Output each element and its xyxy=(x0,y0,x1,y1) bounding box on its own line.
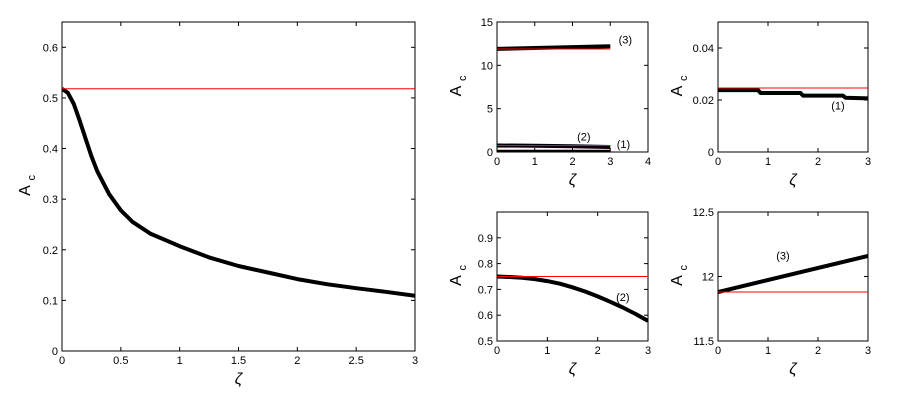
x-tick-label: 0.5 xyxy=(113,355,128,367)
y-tick-label: 0.2 xyxy=(43,245,58,257)
y-tick-label: 12 xyxy=(702,272,714,284)
x-tick-label: 2 xyxy=(595,345,601,357)
data-series-line xyxy=(718,88,868,101)
y-axis-label-subscript: c xyxy=(26,175,38,181)
data-series-line xyxy=(718,253,868,294)
y-axis-label: Ac xyxy=(448,265,469,286)
x-tick-label: 0 xyxy=(494,156,500,168)
chart-panel-1: 0 0.5 1 1.5 2 2.5 3 0 0.1 0.2 0.3 0.4 0.5 0.6 ζ Ac xyxy=(17,21,418,388)
y-axis-label: Ac xyxy=(669,75,690,96)
data-series-line xyxy=(497,44,611,51)
curve-label: (1) xyxy=(617,139,630,151)
x-tick-label: 3 xyxy=(865,345,871,357)
plot-area xyxy=(717,21,869,153)
x-tick-label: 2 xyxy=(294,355,300,367)
x-tick-label: 3 xyxy=(412,355,418,367)
y-tick-label: 5 xyxy=(487,104,493,116)
x-tick-label: 2.5 xyxy=(349,355,364,367)
y-tick-label: 0.4 xyxy=(43,144,58,156)
x-tick-label: 3 xyxy=(645,345,651,357)
x-tick-label: 1 xyxy=(177,355,183,367)
y-axis-label: Ac xyxy=(669,265,690,286)
x-tick-label: 1 xyxy=(532,156,538,168)
chart-panel-3: 0 1 2 3 0 0.02 0.04 (1) ζ Ac xyxy=(669,21,871,189)
y-tick-label: 0.04 xyxy=(693,43,714,55)
y-tick-label: 10 xyxy=(481,60,493,72)
y-tick-label: 0 xyxy=(708,147,714,159)
x-tick-label: 1 xyxy=(765,156,771,168)
y-axis-label: Ac xyxy=(448,75,469,96)
y-axis-label-subscript: c xyxy=(678,75,690,81)
x-tick-label: 1.5 xyxy=(231,355,246,367)
y-tick-label: 0.7 xyxy=(478,284,493,296)
y-axis-label-subscript: c xyxy=(457,265,469,271)
x-tick-label: 3 xyxy=(607,156,613,168)
x-axis-label: ζ xyxy=(789,361,798,378)
y-tick-label: 0.5 xyxy=(43,93,58,105)
x-tick-label: 0 xyxy=(715,345,721,357)
curve-label: (1) xyxy=(831,100,844,112)
x-tick-label: 2 xyxy=(815,345,821,357)
x-tick-label: 1 xyxy=(765,345,771,357)
y-tick-label: 0.02 xyxy=(693,95,714,107)
curve-label: (2) xyxy=(577,132,590,144)
y-tick-label: 0.3 xyxy=(43,194,58,206)
y-tick-label: 0.9 xyxy=(478,233,493,245)
x-tick-label: 0 xyxy=(715,156,721,168)
y-axis-label-subscript: c xyxy=(457,75,469,81)
x-axis-label: ζ xyxy=(789,172,798,189)
plot-area xyxy=(61,21,416,352)
chart-panel-4: 0 1 2 3 0.5 0.6 0.7 0.8 0.9 (2) ζ Ac xyxy=(448,211,651,378)
x-axis-label: ζ xyxy=(235,371,244,388)
x-tick-label: 1 xyxy=(544,345,550,357)
chart-panel-2: 0 1 2 3 4 0 5 10 15 (3) (2) (1) ζ Ac xyxy=(448,17,651,189)
x-tick-label: 0 xyxy=(59,355,65,367)
y-tick-label: 0.5 xyxy=(478,336,493,348)
plot-area xyxy=(496,21,649,153)
y-tick-label: 0.6 xyxy=(478,310,493,322)
y-tick-label: 15 xyxy=(481,17,493,29)
x-tick-label: 2 xyxy=(569,156,575,168)
y-axis-label-subscript: c xyxy=(678,265,690,271)
y-axis-label-main: A xyxy=(448,85,465,96)
y-tick-label: 0.1 xyxy=(43,295,58,307)
y-tick-label: 12.5 xyxy=(693,207,714,219)
curve-label: (2) xyxy=(616,292,629,304)
curve-label: (3) xyxy=(619,35,632,47)
x-tick-label: 4 xyxy=(645,156,651,168)
y-tick-label: 0.8 xyxy=(478,259,493,271)
plot-area xyxy=(717,211,869,342)
y-tick-label: 11.5 xyxy=(693,336,714,348)
y-axis-label-main: A xyxy=(669,275,686,286)
x-tick-label: 3 xyxy=(865,156,871,168)
y-tick-label: 0 xyxy=(487,147,493,159)
x-axis-label: ζ xyxy=(569,172,578,189)
x-axis-label: ζ xyxy=(569,361,578,378)
y-axis-label: Ac xyxy=(17,175,38,196)
y-axis-label-main: A xyxy=(669,85,686,96)
curve-label: (3) xyxy=(776,251,789,263)
x-tick-label: 0 xyxy=(494,345,500,357)
y-tick-label: 0 xyxy=(52,346,58,358)
data-series-line xyxy=(62,87,415,298)
y-axis-label-main: A xyxy=(17,185,34,196)
y-axis-label-main: A xyxy=(448,275,465,286)
x-tick-label: 2 xyxy=(815,156,821,168)
y-tick-label: 0.6 xyxy=(43,42,58,54)
data-series-line xyxy=(497,274,648,323)
